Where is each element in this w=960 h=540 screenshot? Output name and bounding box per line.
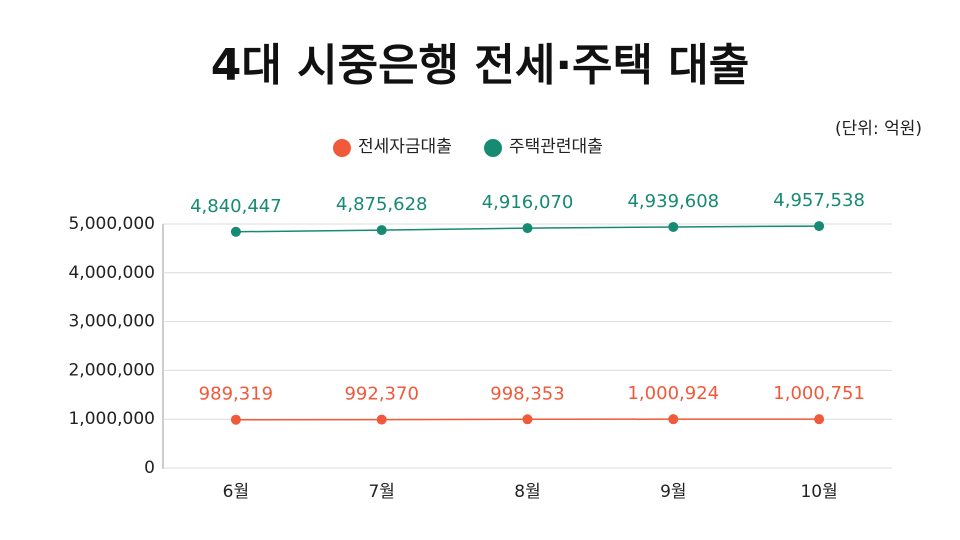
data-label: 998,353 [490, 383, 564, 404]
chart-title: 4대 시중은행 전세·주택 대출 [211, 40, 750, 91]
data-point [376, 225, 387, 236]
x-tick-label: 9월 [660, 482, 686, 502]
x-tick-label: 10월 [800, 482, 837, 502]
y-tick-label: 3,000,000 [68, 312, 155, 332]
data-label: 1,000,924 [627, 383, 719, 404]
x-tick-label: 7월 [368, 482, 394, 502]
data-label: 4,957,538 [773, 190, 865, 211]
data-point [668, 221, 679, 232]
data-point [668, 414, 679, 425]
data-point [522, 414, 533, 425]
data-label: 4,916,070 [482, 192, 574, 213]
data-point [376, 414, 387, 425]
data-point [230, 226, 241, 237]
data-label: 4,875,628 [336, 194, 428, 215]
legend-marker [484, 139, 502, 157]
y-tick-label: 4,000,000 [68, 263, 155, 283]
data-label: 4,939,608 [627, 191, 719, 212]
data-point [522, 223, 533, 234]
y-tick-label: 1,000,000 [68, 409, 155, 429]
data-point [814, 414, 825, 425]
data-label: 989,319 [199, 384, 273, 405]
x-tick-label: 6월 [223, 482, 249, 502]
data-point [230, 414, 241, 425]
legend-label: 전세자금대출 [358, 137, 452, 157]
y-tick-label: 2,000,000 [68, 360, 155, 380]
y-tick-label: 0 [144, 458, 155, 478]
x-tick-label: 8월 [514, 482, 540, 502]
legend-marker [333, 139, 351, 157]
data-label: 1,000,751 [773, 383, 865, 404]
data-label: 992,370 [344, 384, 418, 405]
legend-label: 주택관련대출 [509, 137, 603, 157]
data-point [814, 221, 825, 232]
unit-note: (단위: 억원) [835, 119, 922, 139]
y-tick-label: 5,000,000 [68, 214, 155, 234]
data-label: 4,840,447 [190, 196, 282, 217]
